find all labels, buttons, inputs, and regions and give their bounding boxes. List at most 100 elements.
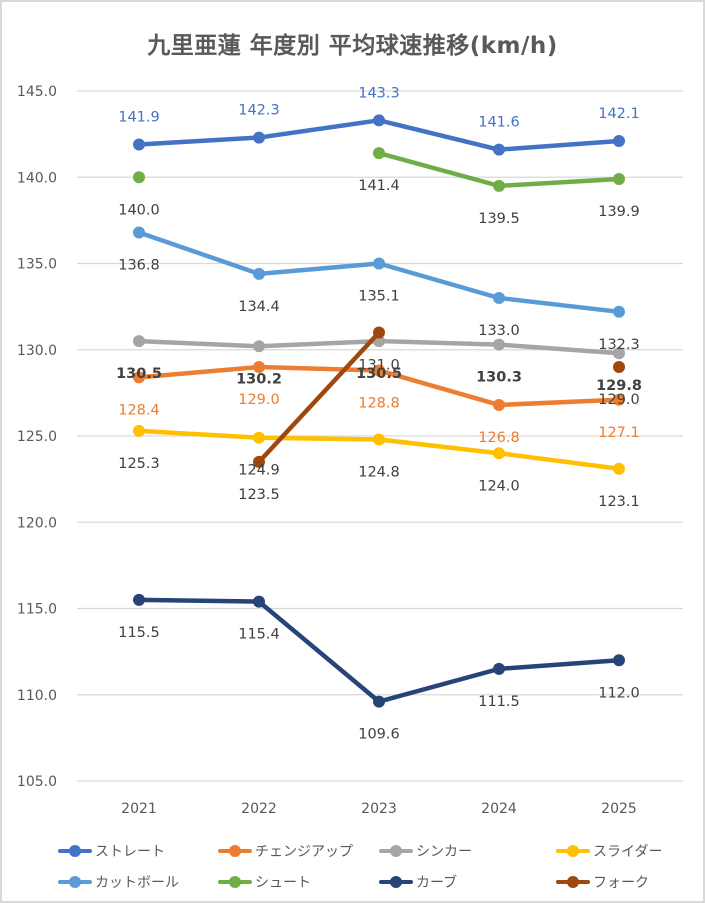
data-label: 130.2 [236,371,282,387]
series-8 [253,326,625,468]
data-label: 142.1 [598,106,640,122]
legend-item: シュート [218,869,311,895]
data-label: 143.3 [358,85,400,101]
data-label: 132.3 [598,337,640,353]
data-point [253,340,265,353]
x-tick-label: 2021 [121,801,157,817]
data-point [373,326,385,339]
legend-label: カーブ [416,875,458,891]
data-label: 109.6 [358,727,400,743]
legend-item: シンカー [379,838,472,864]
data-label: 134.4 [238,299,280,315]
data-point [613,393,625,406]
data-label: 129.8 [596,378,642,394]
series-3 [133,335,625,360]
legend-label: シンカー [416,844,472,860]
data-label: 139.9 [598,204,640,220]
data-point [133,424,145,437]
data-point [493,447,505,460]
series-line [256,330,382,465]
y-tick-label: 115.0 [17,602,57,618]
data-label: 112.0 [598,685,640,701]
data-labels: 141.9 142.3 143.3 141.6 142.1 128.4 129.0 128.8… [116,85,642,742]
data-label: 140.0 [118,202,160,218]
data-point [253,131,265,144]
data-point [373,364,385,377]
legend-label: フォーク [593,875,649,891]
legend-item: チェンジアップ [218,838,353,864]
data-point [373,433,385,446]
data-point [493,338,505,351]
legend-label: シュート [255,875,311,891]
data-label: 136.8 [118,257,160,273]
series-4 [133,424,625,475]
data-point [253,361,265,373]
data-label: 128.4 [118,402,160,418]
y-tick-label: 105.0 [17,774,57,790]
chart-title: 九里亜蓮 年度別 平均球速推移(km/h) [147,33,558,59]
data-point [133,226,145,239]
legend-marker-icon [379,875,413,889]
data-label: 131.0 [358,358,400,374]
data-label: 126.8 [478,430,520,446]
data-label: 125.3 [118,456,160,472]
x-tick-label: 2023 [361,801,397,817]
data-point [373,114,385,127]
legend-marker-icon [218,875,252,889]
data-label: 141.9 [118,109,160,125]
data-point [373,147,385,160]
data-point [493,143,505,156]
data-label: 129.0 [238,392,280,408]
data-point [613,172,625,185]
y-tick-label: 120.0 [17,515,57,531]
x-tick-label: 2022 [241,801,277,817]
data-label: 133.0 [478,323,520,339]
y-axis-ticks: 145.0 140.0 135.0 130.0 125.0 120.0 115.0 110.0… [17,84,57,790]
data-label: 123.1 [598,494,640,510]
data-label: 124.8 [358,464,400,480]
data-label: 142.3 [238,103,280,119]
legend-item: カーブ [379,869,457,895]
data-point [373,695,385,708]
data-point [613,361,625,373]
data-label: 115.5 [118,625,160,641]
y-tick-label: 125.0 [17,429,57,445]
data-point [373,257,385,270]
legend-marker-icon [379,844,413,858]
legend-item: ストレート [58,838,165,864]
legend-marker-icon [58,844,92,858]
data-point [613,347,625,360]
legend-label: チェンジアップ [255,844,353,860]
y-tick-label: 135.0 [17,257,57,273]
data-label: 130.3 [476,370,522,386]
y-tick-label: 110.0 [17,688,57,704]
legend-label: ストレート [95,844,165,860]
series-6 [133,147,625,192]
data-label: 139.5 [478,211,520,227]
data-point [253,431,265,444]
data-label: 127.1 [598,425,640,441]
legend-label: スライダー [593,844,663,860]
legend-item: フォーク [556,869,649,895]
y-tick-label: 145.0 [17,84,57,100]
data-point [613,654,625,667]
series-2 [133,361,625,411]
data-point [253,455,265,468]
data-point [613,135,625,148]
data-point [133,335,145,348]
legend: ストレート チェンジアップ シンカー スライダー カットボール シュート カーブ フォーク [0,838,705,898]
data-point [613,305,625,318]
data-label: 123.5 [238,487,280,503]
legend-marker-icon [556,875,590,889]
data-point [133,371,145,384]
y-tick-label: 130.0 [17,343,57,359]
x-axis-ticks: 2021 2022 2023 2024 2025 [121,801,637,817]
series-7 [133,593,625,708]
data-point [133,593,145,606]
series-1 [133,114,625,156]
data-point [493,662,505,675]
data-point [133,171,145,184]
data-label: 124.9 [238,463,280,479]
data-point [133,138,145,151]
